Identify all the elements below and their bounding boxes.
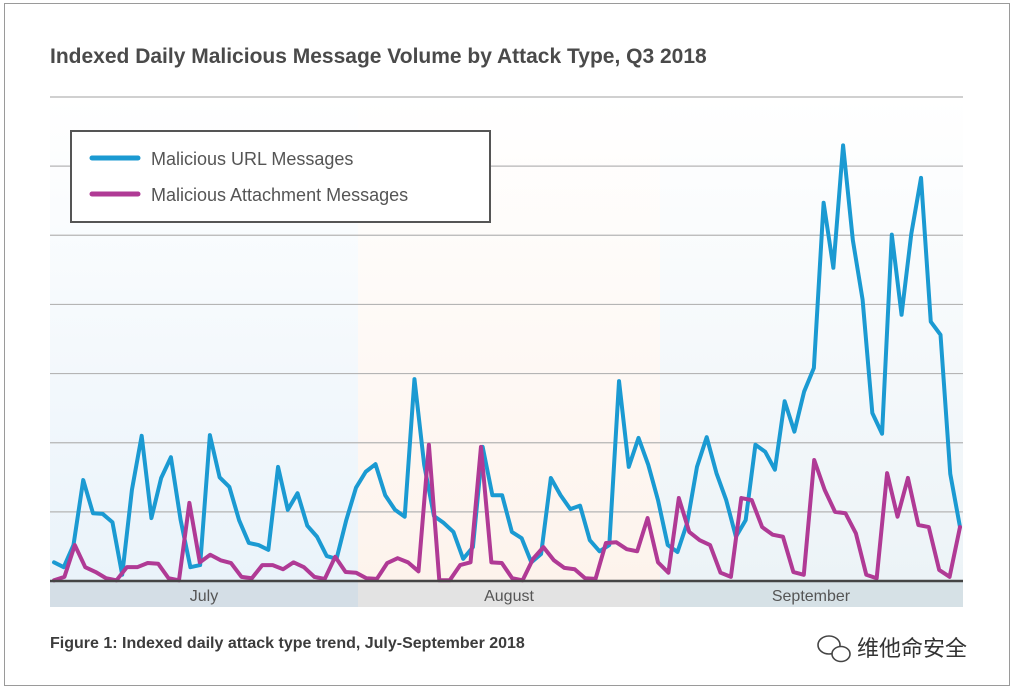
figure-caption: Figure 1: Indexed daily attack type tren… — [50, 635, 525, 652]
chart-title: Indexed Daily Malicious Message Volume b… — [50, 45, 707, 68]
x-tick-label-july: July — [190, 588, 218, 605]
legend-label-attachment: Malicious Attachment Messages — [151, 185, 408, 205]
wechat-icon — [817, 635, 851, 663]
series-line-url — [52, 143, 962, 577]
x-axis-bar — [50, 581, 963, 607]
series-line-attachment — [52, 442, 962, 583]
legend-label-url: Malicious URL Messages — [151, 149, 353, 169]
x-tick-label-august: August — [484, 588, 534, 605]
x-axis-labels: July August September — [190, 588, 851, 605]
month-axis-cell-2 — [660, 581, 963, 607]
series-lines — [52, 143, 962, 583]
legend: Malicious URL Messages Malicious Attachm… — [70, 130, 491, 223]
x-tick-label-september: September — [772, 588, 851, 605]
legend-box — [70, 130, 491, 223]
watermark: 维他命安全 — [817, 635, 967, 663]
month-axis-cell-0 — [50, 581, 358, 607]
watermark-text: 维他命安全 — [857, 637, 967, 662]
month-axis-cell-1 — [358, 581, 660, 607]
